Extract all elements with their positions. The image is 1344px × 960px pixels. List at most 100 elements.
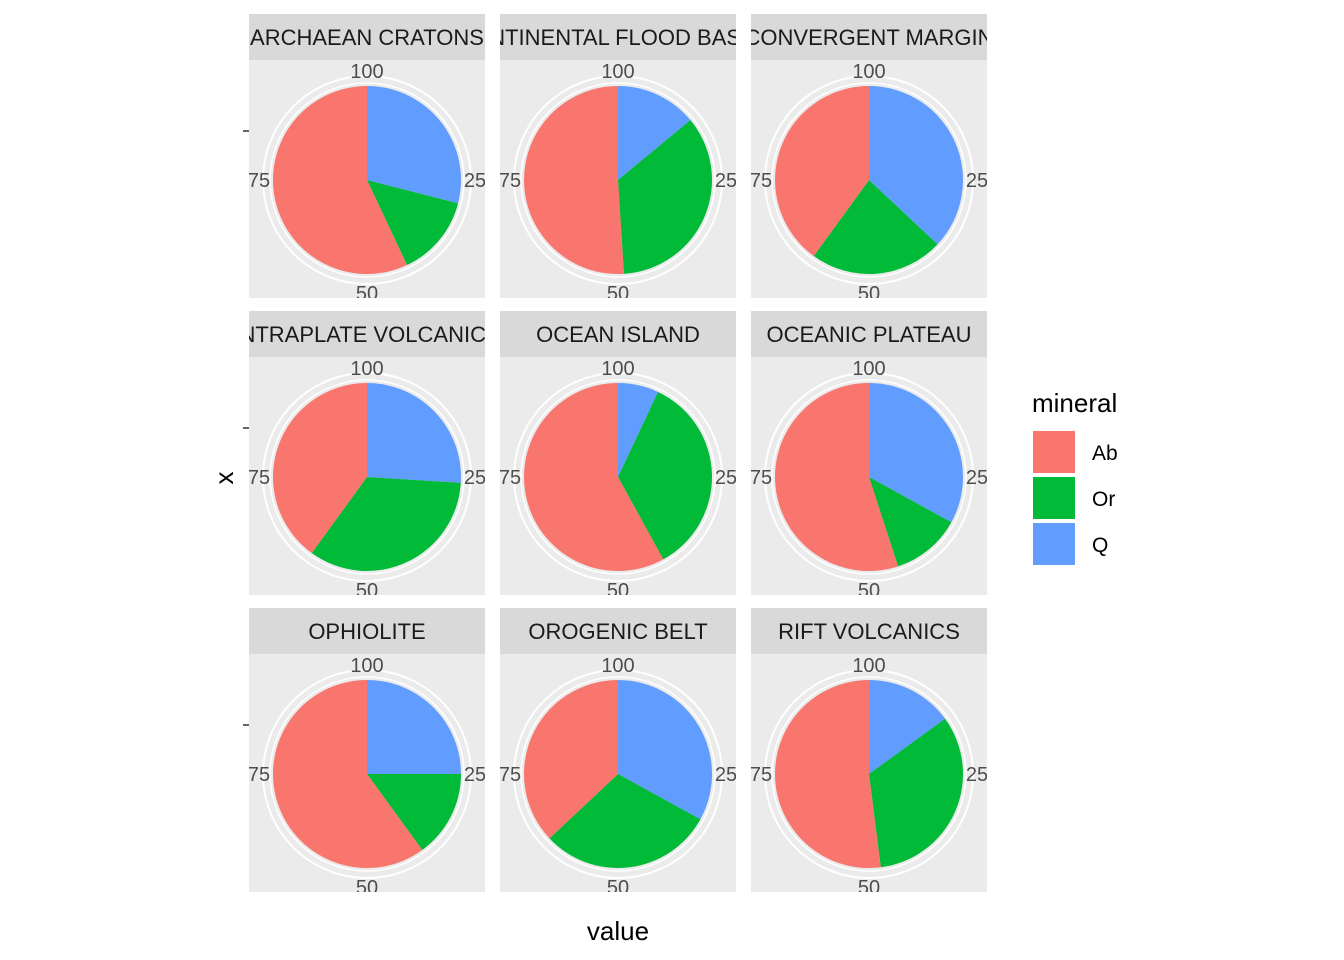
legend: mineral Ab Or Q — [1032, 388, 1118, 566]
legend-title: mineral — [1032, 388, 1117, 418]
pie-slice-ab — [523, 680, 618, 839]
facet-panel: CONTINENTAL FLOOD BASALT 100 25 50 75 — [456, 14, 780, 305]
theta-tick-label: 25 — [715, 764, 737, 786]
facet-strip-label: OROGENIC BELT — [528, 619, 707, 644]
facet-panel: OROGENIC BELT 100 25 50 75 — [499, 608, 737, 899]
facet-panel: OPHIOLITE 100 25 50 75 — [249, 608, 485, 899]
pie-slice-q — [367, 86, 461, 204]
theta-tick-label: 50 — [858, 580, 880, 602]
facet-strip-label: RIFT VOLCANICS — [778, 619, 960, 644]
legend-key-q — [1033, 523, 1075, 565]
y-axis-title: x — [209, 472, 239, 485]
legend-key-ab — [1033, 431, 1075, 473]
theta-tick-label: 100 — [350, 358, 383, 380]
legend-key-or — [1033, 477, 1075, 519]
polar-grid-circle — [269, 379, 465, 575]
polar-grid-circle — [520, 82, 716, 278]
pie-slice-or — [869, 477, 952, 567]
polar-grid-circle — [764, 669, 974, 879]
theta-tick-label: 75 — [750, 170, 772, 192]
theta-tick-label: 25 — [464, 170, 486, 192]
theta-tick-label: 100 — [350, 655, 383, 677]
facet-strip-label: OCEANIC PLATEAU — [767, 322, 972, 347]
polar-grid-circle — [771, 676, 967, 872]
pie-slice-q — [618, 86, 691, 180]
theta-tick-label: 50 — [858, 877, 880, 899]
polar-grid-circle — [764, 372, 974, 582]
polar-grid-circle — [513, 75, 723, 285]
pie-slice-q — [869, 86, 963, 245]
strip-background — [751, 311, 987, 357]
pie-slice-or — [869, 718, 963, 868]
polar-grid-circle — [269, 676, 465, 872]
pie-slice-or — [549, 774, 701, 868]
facet-strip-label: ARCHAEAN CRATONS — [250, 25, 484, 50]
pie-slice-ab — [272, 86, 408, 274]
strip-background — [751, 14, 987, 60]
theta-tick-label: 75 — [499, 764, 521, 786]
theta-tick-label: 100 — [852, 358, 885, 380]
pie-slice-or — [618, 391, 712, 560]
pie-slice-ab — [523, 382, 664, 571]
theta-tick-label: 75 — [499, 467, 521, 489]
facet-strip-label: CONVERGENT MARGIN — [745, 25, 994, 50]
polar-grid-circle — [771, 82, 967, 278]
theta-tick-label: 75 — [248, 467, 270, 489]
theta-tick-label: 25 — [966, 170, 988, 192]
theta-tick-label: 25 — [966, 764, 988, 786]
theta-tick-label: 50 — [356, 580, 378, 602]
theta-tick-label: 50 — [356, 283, 378, 305]
facet-panel: OCEAN ISLAND 100 25 50 75 — [499, 311, 736, 602]
pie-slice-or — [367, 774, 461, 851]
polar-grid-circle — [771, 379, 967, 575]
strip-background — [249, 311, 485, 357]
polar-grid-circle — [262, 372, 472, 582]
pie-slice-ab — [774, 383, 899, 571]
legend-label: Ab — [1092, 442, 1118, 465]
pie-slice-ab — [273, 382, 367, 554]
legend-label: Q — [1092, 534, 1108, 557]
facet-strip-label: INTRAPLATE VOLCANICS — [233, 322, 500, 347]
pie-slice-or — [367, 180, 459, 266]
theta-tick-label: 50 — [607, 580, 629, 602]
theta-tick-label: 100 — [601, 358, 634, 380]
x-axis-title: value — [587, 916, 649, 946]
theta-tick-label: 25 — [464, 467, 486, 489]
strip-background — [249, 14, 485, 60]
theta-tick-label: 50 — [356, 877, 378, 899]
pie-slice-q — [618, 680, 712, 820]
polar-grid-circle — [513, 372, 723, 582]
pie-slice-q — [367, 383, 461, 483]
pie-slice-q — [618, 383, 659, 477]
polar-grid-circle — [764, 75, 974, 285]
theta-tick-label: 50 — [607, 877, 629, 899]
pie-slice-q — [869, 680, 946, 774]
strip-background — [249, 608, 485, 654]
pie-slice-ab — [523, 86, 624, 274]
pie-slice-or — [813, 180, 938, 275]
facet-strip-label: OCEAN ISLAND — [536, 322, 700, 347]
facet-strip-label: CONTINENTAL FLOOD BASALT — [456, 25, 780, 50]
strip-background — [500, 311, 736, 357]
pie-slice-or — [618, 120, 712, 274]
facet-panel: ARCHAEAN CRATONS 100 25 50 75 — [248, 14, 486, 305]
theta-tick-label: 75 — [248, 170, 270, 192]
theta-tick-label: 75 — [750, 764, 772, 786]
theta-tick-label: 100 — [601, 655, 634, 677]
facet-panel: CONVERGENT MARGIN 100 25 50 75 — [745, 14, 994, 298]
legend-items: Ab Or Q — [1032, 430, 1118, 566]
pie-slice-q — [869, 383, 963, 523]
polar-grid-circle — [520, 676, 716, 872]
pie-slice-q — [367, 680, 461, 774]
polar-grid-circle — [520, 379, 716, 575]
theta-tick-label: 50 — [607, 283, 629, 305]
theta-tick-label: 100 — [852, 61, 885, 83]
theta-tick-label: 100 — [601, 61, 634, 83]
theta-tick-label: 100 — [350, 61, 383, 83]
legend-label: Or — [1092, 488, 1115, 511]
polar-grid-circle — [269, 82, 465, 278]
strip-background — [751, 608, 987, 654]
pie-slice-ab — [775, 680, 881, 868]
